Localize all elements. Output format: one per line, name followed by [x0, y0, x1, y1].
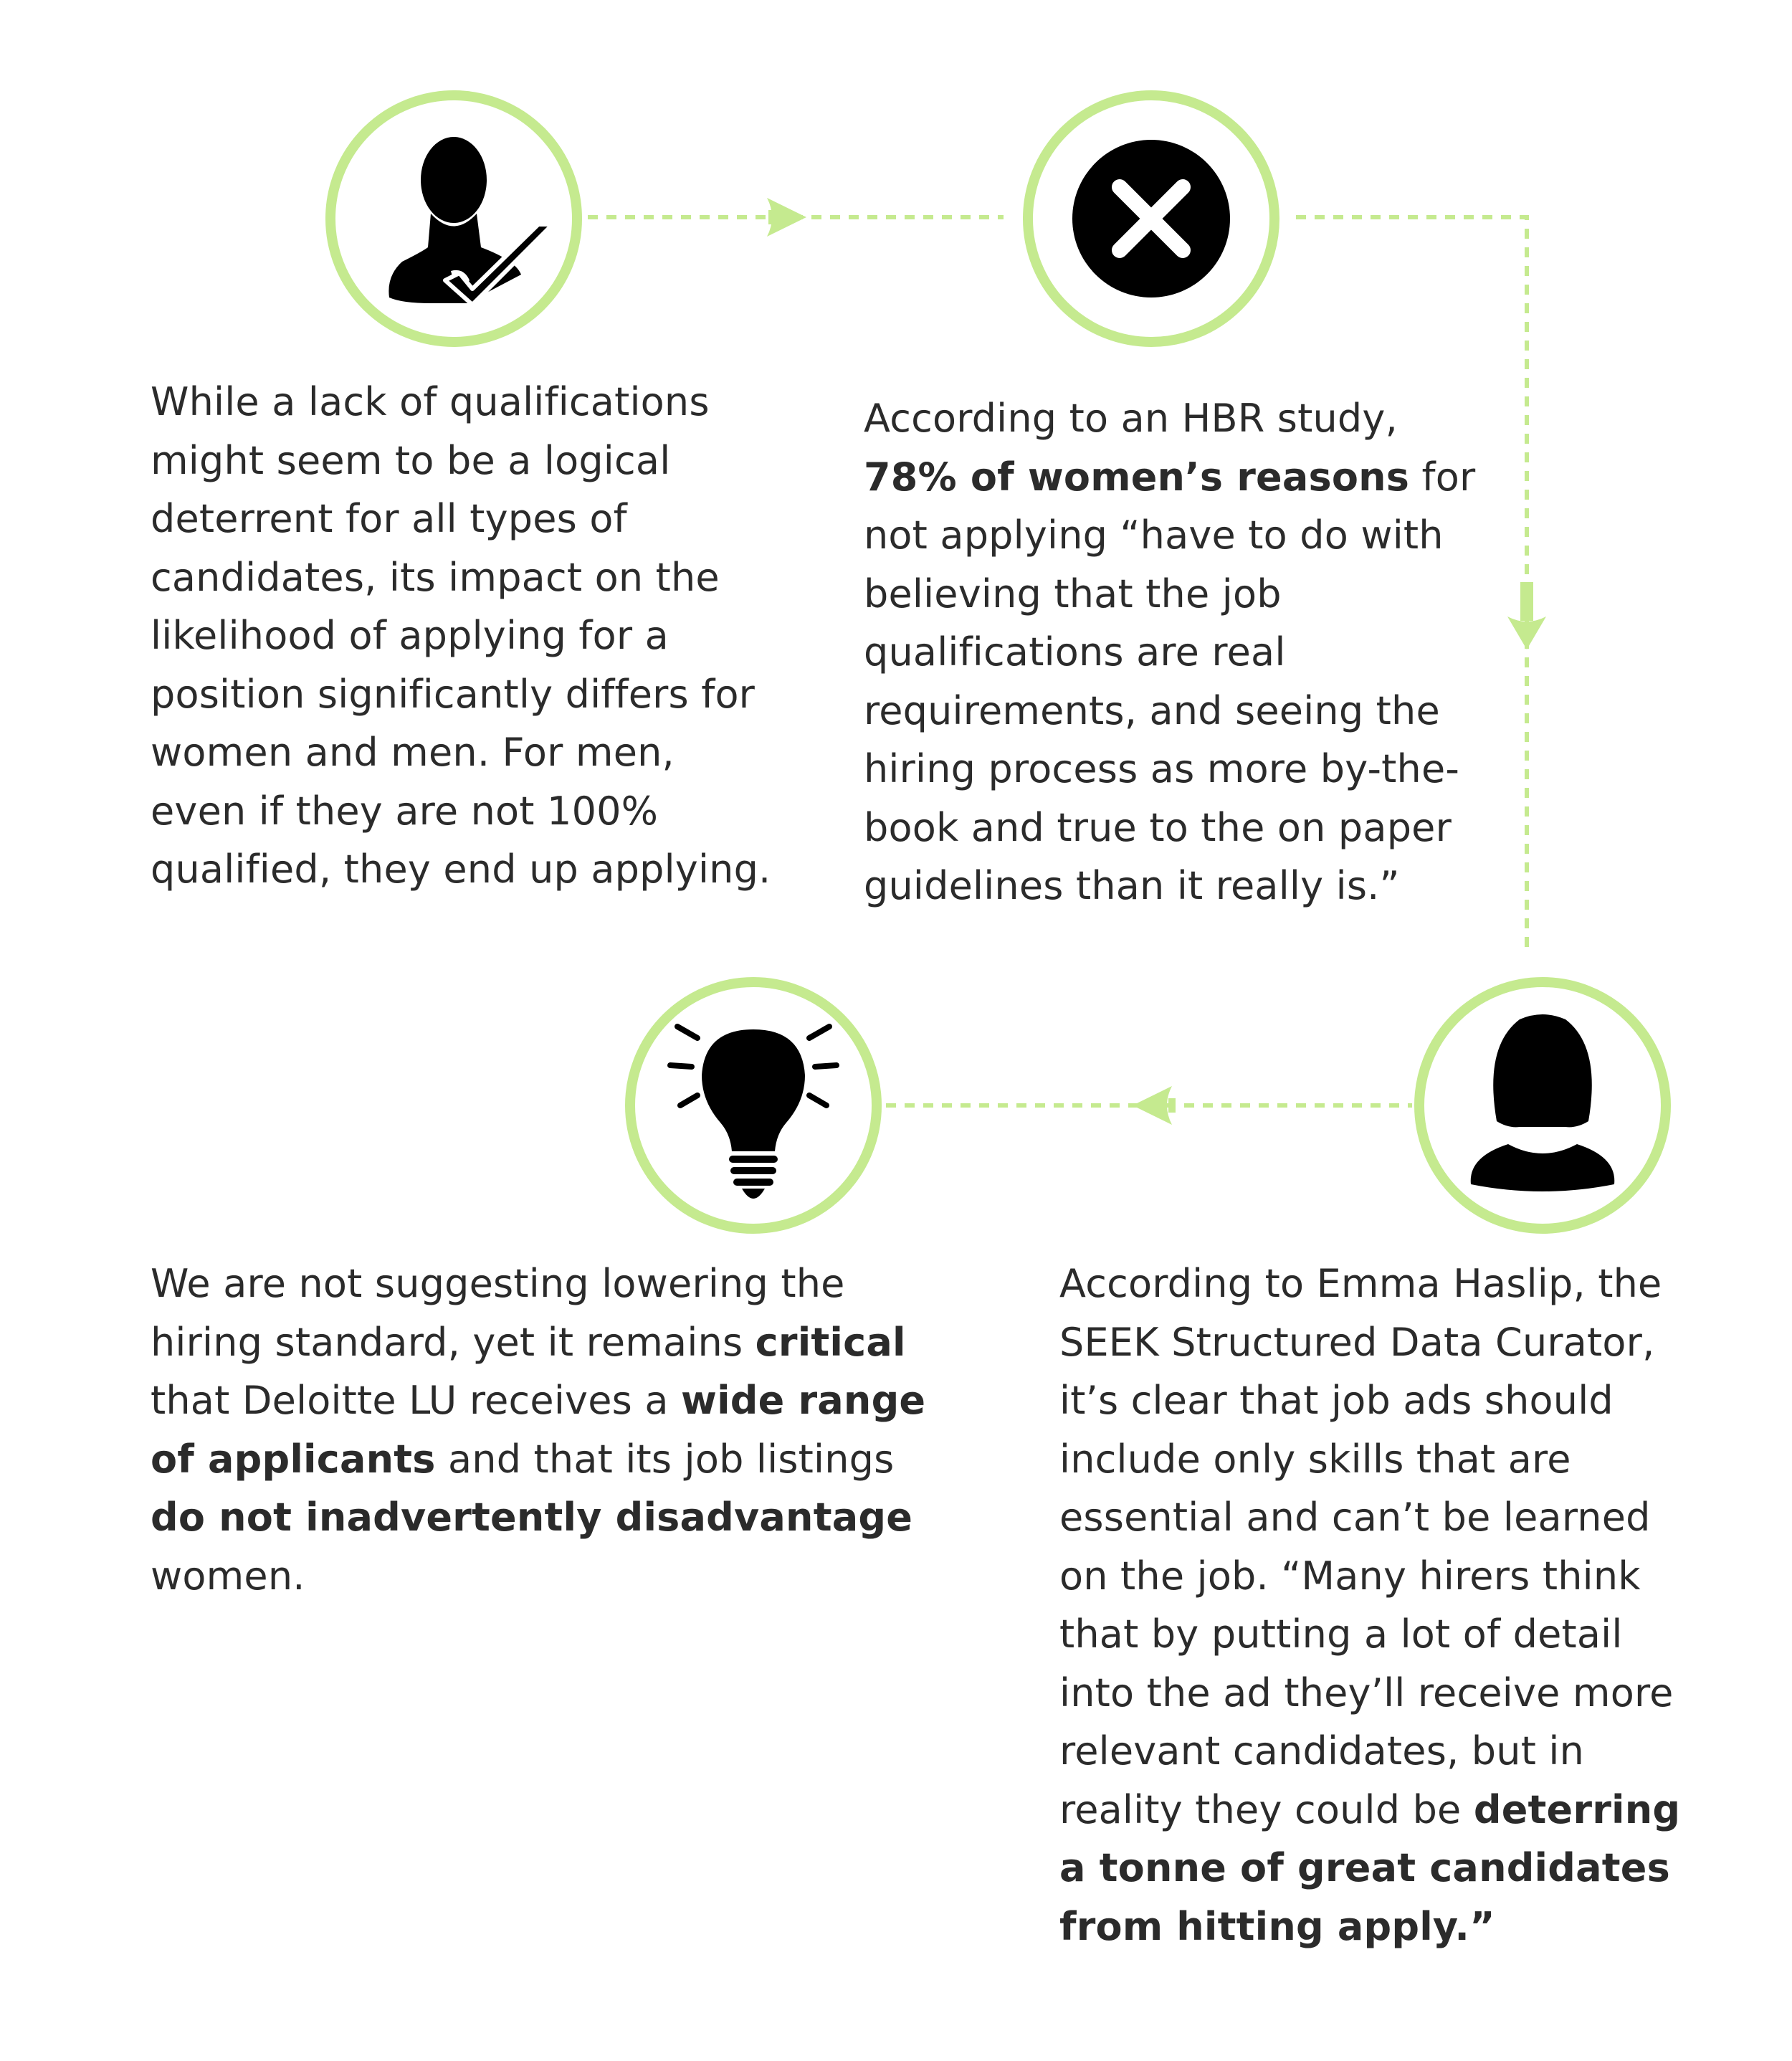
- body-text: women.: [151, 1553, 305, 1599]
- step1-description: While a lack of qualifications might see…: [151, 373, 781, 899]
- step1-icon-badge: [323, 88, 584, 349]
- x-circle-icon: [1023, 90, 1279, 347]
- emphasis-text: 78% of women’s reasons: [864, 454, 1410, 500]
- woman-silhouette-icon: [1414, 977, 1671, 1234]
- body-text: We are not suggesting lowering the hirin…: [151, 1261, 845, 1365]
- body-text: While a lack of qualifications might see…: [151, 379, 771, 892]
- step4-description: We are not suggesting lowering the hirin…: [151, 1255, 939, 1605]
- connector-step3-to-step4: [886, 1086, 1412, 1125]
- lightbulb-icon: [625, 977, 882, 1234]
- step2-icon-badge: [1021, 88, 1282, 349]
- body-text: According to Emma Haslip, the SEEK Struc…: [1059, 1261, 1674, 1832]
- step3-description: According to Emma Haslip, the SEEK Struc…: [1059, 1255, 1705, 1956]
- step3-icon-badge: [1412, 975, 1673, 1236]
- emphasis-text: deterring a tonne of great candidates fr…: [1059, 1786, 1681, 1949]
- connector-step1-to-step2: [588, 198, 1004, 237]
- person-checkmark-icon: [325, 90, 582, 347]
- arrow-down-icon: [1507, 582, 1546, 649]
- connector-step2-to-step3: [1296, 215, 1546, 953]
- body-text: According to an HBR study,: [864, 396, 1398, 441]
- arrow-left-icon: [1133, 1086, 1176, 1125]
- emphasis-text: wide range of applicants: [151, 1378, 926, 1482]
- arrow-right-icon: [767, 198, 806, 237]
- body-text: that Deloitte LU receives a: [151, 1378, 681, 1423]
- step4-icon-badge: [623, 975, 884, 1236]
- body-text: and that its job listings: [435, 1436, 895, 1482]
- emphasis-text: do not inadvertently disadvantage: [151, 1495, 913, 1540]
- emphasis-text: critical: [755, 1319, 906, 1365]
- body-text: for not applying “have to do with believ…: [864, 454, 1476, 909]
- step2-description: According to an HBR study, 78% of women’…: [864, 389, 1495, 915]
